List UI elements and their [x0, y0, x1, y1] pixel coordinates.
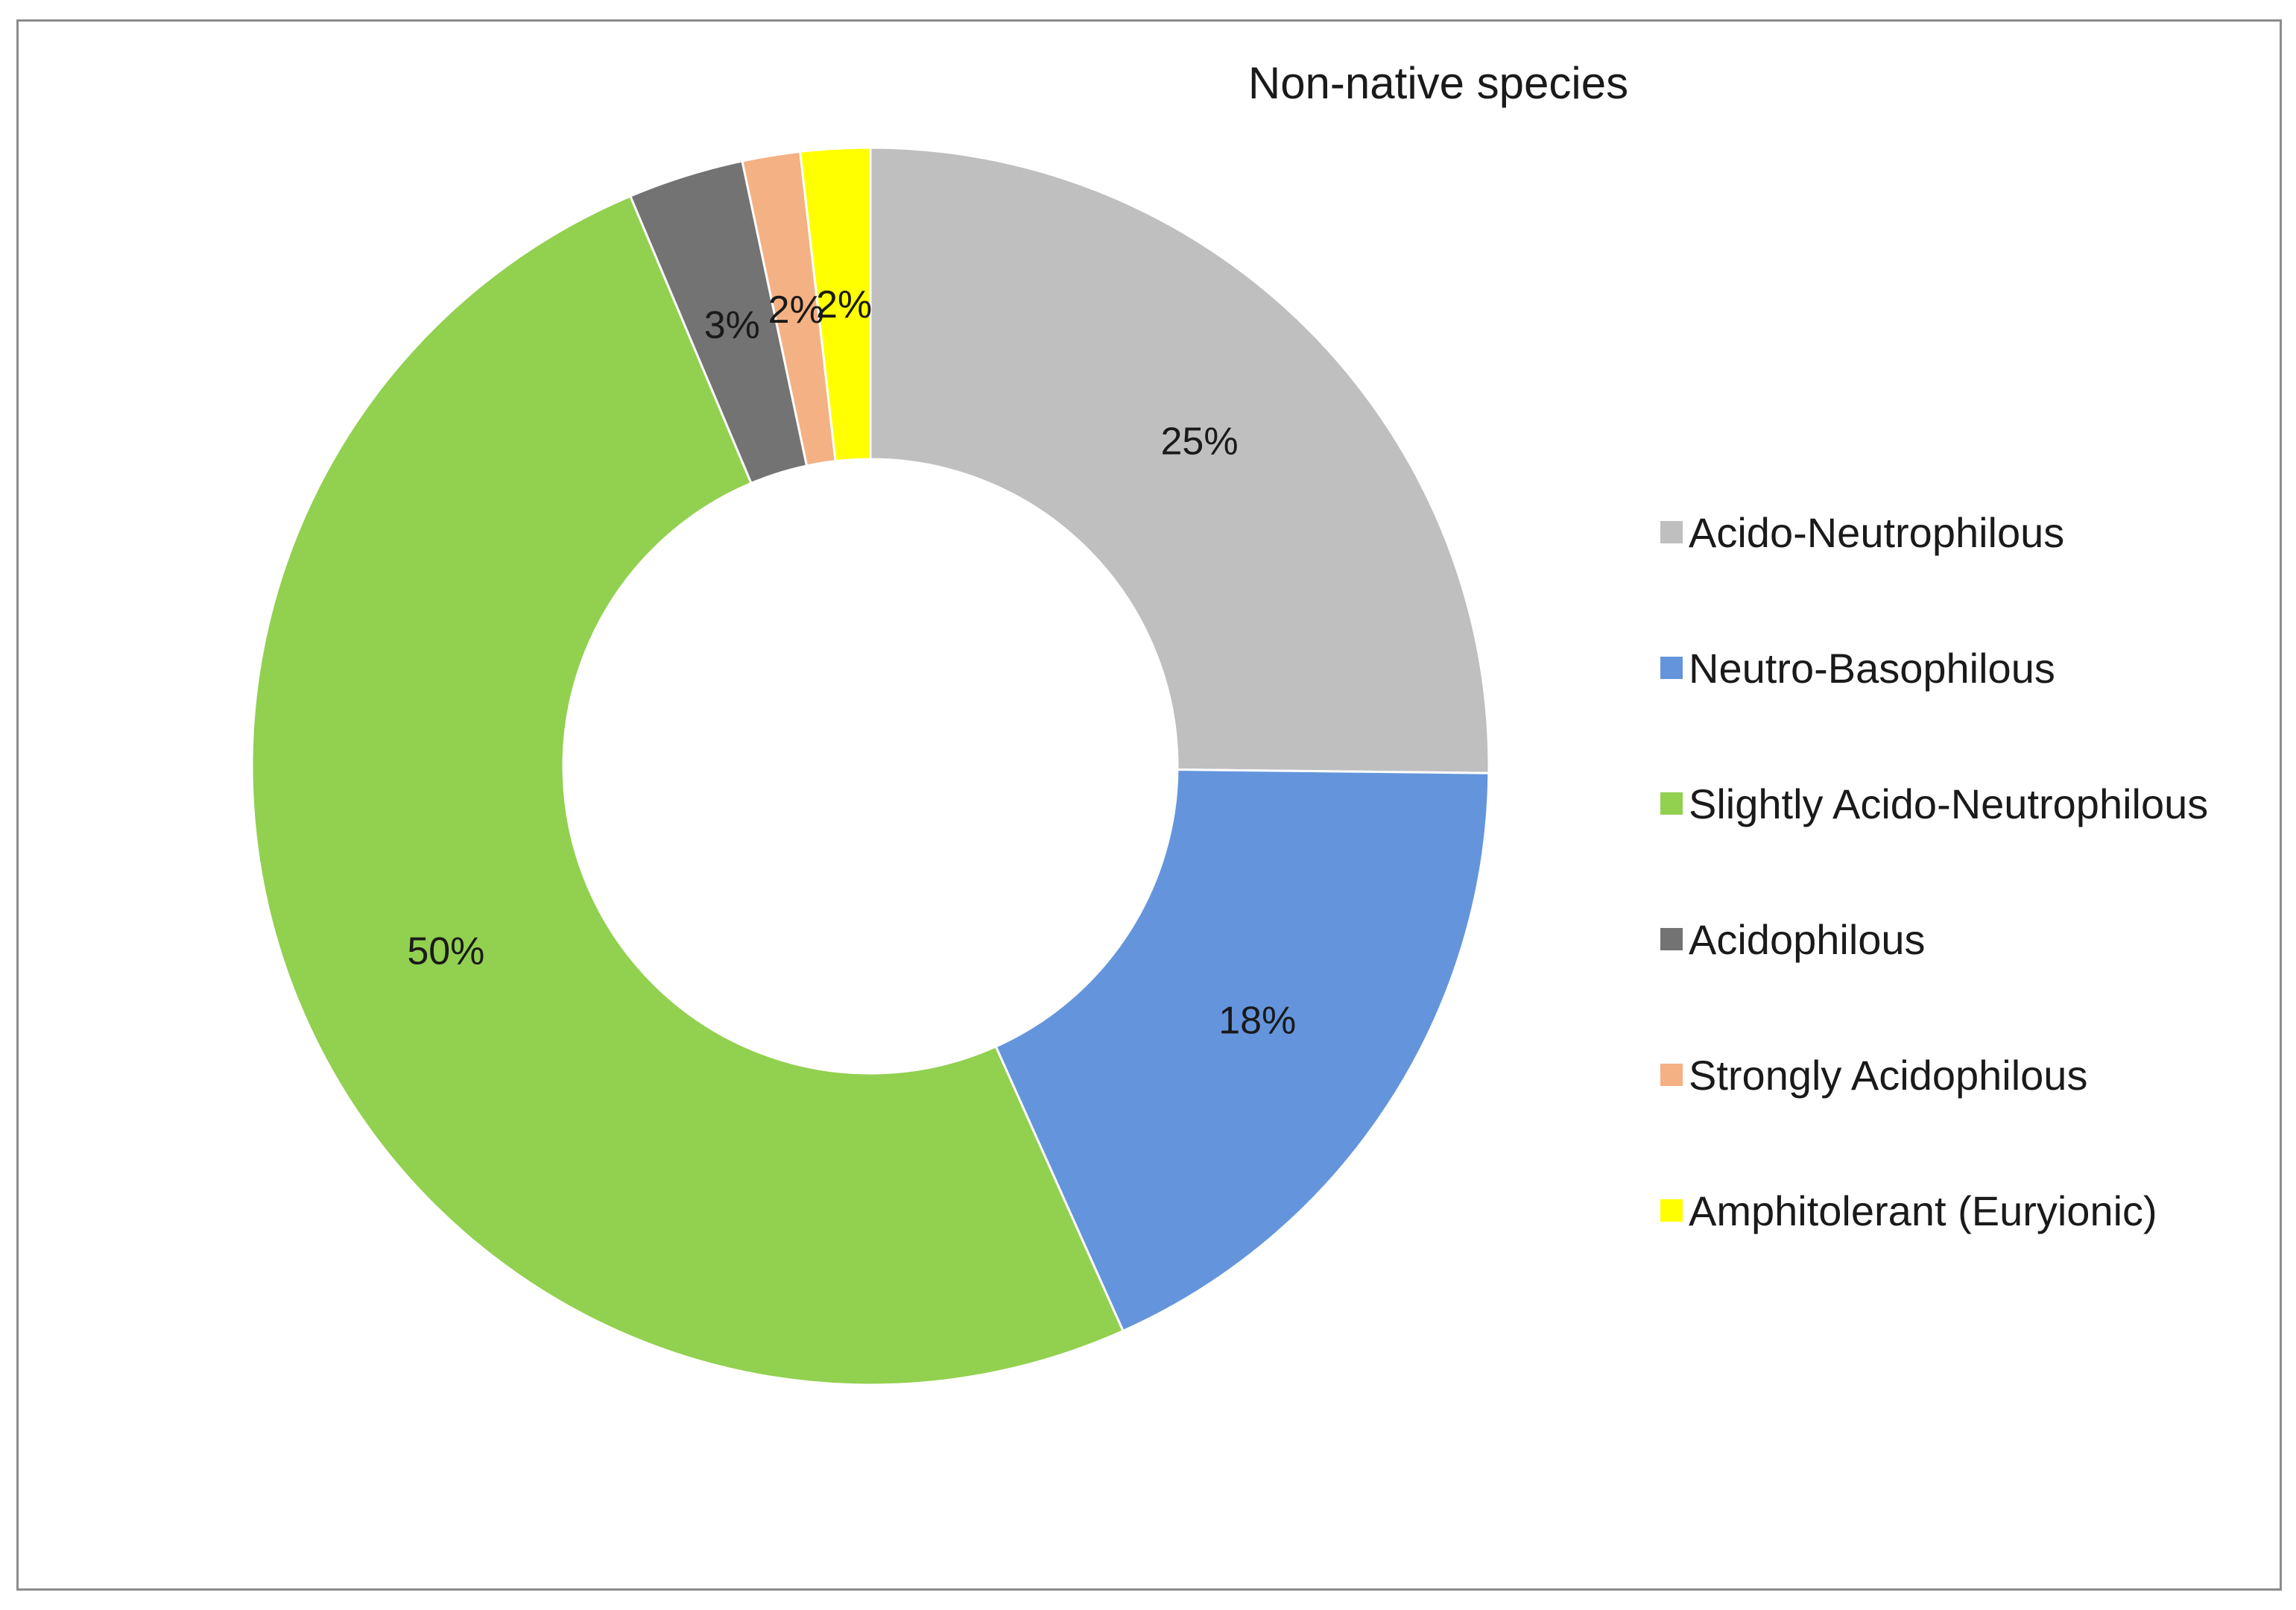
legend-swatch-strongly-acidophilous [1660, 1064, 1683, 1086]
slice-amphitolerant-euryionic [799, 146, 872, 463]
donut-slices [250, 146, 1490, 1386]
slice-neutro-basophilous [994, 768, 1490, 1333]
data-label-neutro-basophilous: 18% [1218, 1000, 1296, 1043]
slice-slightly-acido-neutrophilous [250, 195, 1125, 1386]
legend-swatch-neutro-basophilous [1660, 657, 1683, 679]
legend-label-acidophilous: Acidophilous [1689, 916, 1926, 963]
legend-swatch-slightly-acido-neutrophilous [1660, 792, 1683, 815]
data-label-acidophilous: 3% [704, 303, 760, 347]
legend-label-neutro-basophilous: Neutro-Basophilous [1689, 645, 2055, 692]
legend-label-amphitolerant-euryionic: Amphitolerant (Euryionic) [1689, 1187, 2157, 1234]
legend-label-acido-neutrophilous: Acido-Neutrophilous [1689, 509, 2064, 556]
legend-swatch-acidophilous [1660, 928, 1683, 950]
data-labels: 25%18%50%3% 2%2% [407, 283, 1296, 1043]
legend-swatch-amphitolerant-euryionic [1660, 1199, 1683, 1222]
chart-title: Non-native species [1248, 58, 1628, 108]
data-label-acido-neutrophilous: 25% [1160, 420, 1238, 463]
legend: Acido-Neutrophilous Neutro-Basophilous Sli… [1660, 509, 2208, 1234]
legend-label-strongly-acidophilous: Strongly Acidophilous [1689, 1052, 2087, 1099]
data-label-strongly-acidophilous: 2% [768, 288, 824, 332]
data-label-slightly-acido-neutrophilous: 50% [407, 929, 484, 973]
legend-label-slightly-acido-neutrophilous: Slightly Acido-Neutrophilous [1689, 780, 2208, 827]
slice-acido-neutrophilous [869, 146, 1490, 774]
data-label-amphitolerant-euryionic: 2% [816, 283, 872, 326]
legend-swatch-acido-neutrophilous [1660, 521, 1683, 543]
